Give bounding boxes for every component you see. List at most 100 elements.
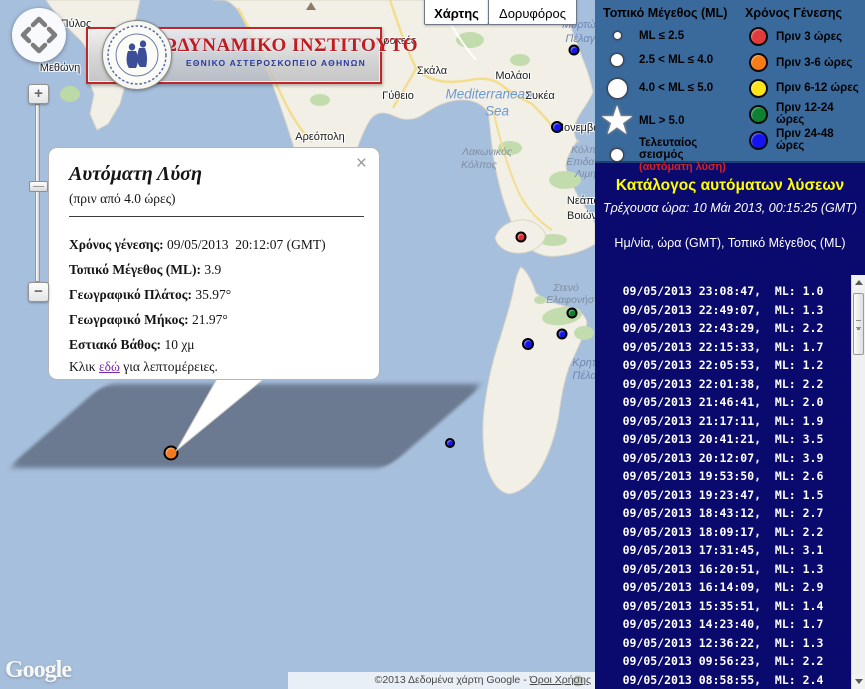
popup-field: Τοπικό Μέγεθος (ML): 3.9 [69,262,222,277]
quake-marker[interactable] [522,338,534,350]
quake-marker[interactable] [445,438,455,448]
quake-marker[interactable] [163,445,179,461]
mountain-peak-icon [306,2,316,10]
legend-time-row: Πριν 12-24 ώρες [741,101,865,127]
sidebar: Τοπικό Μέγεθος (ML) ML ≤ 2.5 2.5 < ML ≤ 4… [595,0,865,689]
quake-marker[interactable] [551,121,563,133]
catalog-title: Κατάλογος αυτόματων λύσεων [615,177,845,194]
popup-divider [69,216,364,217]
map-label: Αρεόπολη [295,131,345,143]
legend-symbol-cell [595,148,639,162]
catalog-row[interactable]: 09/05/2013 22:01:38, ML: 2.2 [622,376,824,391]
catalog-row[interactable]: 09/05/2013 18:43:12, ML: 2.7 [622,506,824,520]
legend-symbol-cell [595,77,639,99]
catalog-row[interactable]: 09/05/2013 12:36:22, ML: 1.3 [622,635,824,650]
legend-time-label: Πριν 3-6 ώρες [776,56,853,69]
map-label: Γύθειο [382,90,414,102]
markers-layer [163,44,584,687]
map-label: Κροκεές [375,35,417,47]
time-color-dot-icon [749,53,768,73]
map-label: Κόλπος [461,159,497,171]
map-label: Μεθώνη [39,62,81,74]
map-label: Στενό [553,282,579,294]
catalog-row[interactable]: 09/05/2013 14:23:40, ML: 1.7 [622,617,824,631]
quake-marker[interactable] [566,307,578,319]
catalog-row[interactable]: 09/05/2013 16:14:09, ML: 2.9 [622,580,824,594]
map-label: Πύλος [60,18,92,30]
attribution-text: ©2013 Δεδομένα χάρτη Google - [374,674,530,686]
zoom-in-button[interactable]: + [28,84,49,104]
time-color-dot-icon [749,27,768,47]
legend-time-header: Χρόνος Γένεσης [745,6,842,20]
catalog-row[interactable]: 09/05/2013 15:35:51, ML: 1.4 [622,598,824,613]
catalog-column-header: Ημ/νία, ώρα (GMT), Τοπικό Μέγεθος (ML) [614,236,846,250]
map-label: Νεάπολη [566,195,595,207]
scroll-down-icon[interactable] [852,674,865,689]
legend-magnitude-row: ★ ML > 5.0 [595,98,741,143]
legend-magnitude-label: 2.5 < ML ≤ 4.0 [639,54,714,66]
map-label: Σκάλα [416,65,448,77]
zoom-slider-thumb[interactable] [29,181,48,192]
google-logo[interactable]: Google [5,657,72,683]
popup-field: Χρόνος γένεσης: 09/05/2013 20:12:07 (GMT… [69,237,326,252]
map-pan-control[interactable] [12,8,66,62]
catalog-row[interactable]: 09/05/2013 19:53:50, ML: 2.6 [622,469,824,483]
catalog-row[interactable]: 09/05/2013 18:09:17, ML: 2.2 [622,524,824,539]
star-icon: ★ [599,98,635,143]
magnitude-circle-icon [610,148,624,162]
map-labels-layer: Πύλος Μεθώνη Κροκεές Σκάλα Μολάοι Γύθειο Medit… [39,18,595,382]
zoom-out-button[interactable]: − [28,282,49,302]
catalog-row[interactable]: 09/05/2013 20:12:07, ML: 3.9 [622,450,824,465]
map-label: Ελαφονήσου [546,294,595,306]
zoom-slider-track[interactable] [35,104,40,282]
pan-down-icon [30,42,48,54]
catalog-row[interactable]: 09/05/2013 08:58:55, ML: 2.4 [622,672,824,687]
legend-panel: Τοπικό Μέγεθος (ML) ML ≤ 2.5 2.5 < ML ≤ 4… [595,0,865,173]
catalog-row[interactable]: 09/05/2013 21:46:41, ML: 2.0 [622,395,824,409]
catalog-row[interactable]: 09/05/2013 21:17:11, ML: 1.9 [622,413,824,428]
catalog-row[interactable]: 09/05/2013 17:31:45, ML: 3.1 [622,543,824,557]
close-icon[interactable]: × [355,153,367,174]
catalog-row[interactable]: 09/05/2013 20:41:21, ML: 3.5 [622,432,824,446]
legend-magnitude-row: ML ≤ 2.5 [595,24,741,47]
quake-marker[interactable] [568,44,580,56]
popup-link-line: Κλικ εδώ για λεπτομέρειες. [69,359,379,375]
catalog-row[interactable]: 09/05/2013 22:43:29, ML: 2.2 [622,321,824,335]
scroll-up-icon[interactable] [852,275,865,290]
map-label: Κρητικό [572,357,595,369]
details-link[interactable]: εδώ [98,359,120,374]
legend-magnitude-rows: ML ≤ 2.5 2.5 < ML ≤ 4.0 4.0 < ML ≤ 5.0 ★ ML … [595,24,741,174]
map-label: Λακωνικός [462,146,512,158]
catalog-scrollbar[interactable] [851,275,865,689]
catalog-row[interactable]: 09/05/2013 16:20:51, ML: 1.3 [622,561,824,576]
popup-field: Γεωγραφικό Μήκος: 21.97° [69,312,228,327]
catalog-row[interactable]: 09/05/2013 22:15:33, ML: 1.7 [622,339,824,354]
magnitude-circle-icon [610,53,624,67]
map-canvas[interactable]: Πύλος Μεθώνη Κροκεές Σκάλα Μολάοι Γύθειο Medit… [0,0,595,689]
quake-marker[interactable] [515,231,527,243]
legend-time-row: Πριν 3-6 ώρες [741,50,865,76]
catalog-row[interactable]: 09/05/2013 19:23:47, ML: 1.5 [622,487,824,502]
popup-field: Γεωγραφικό Πλάτος: 35.97° [69,287,232,302]
terms-link[interactable]: Όροι Χρήσης [529,674,591,686]
map-type-map-button[interactable]: Χάρτης [424,0,489,25]
catalog-row[interactable]: 09/05/2013 23:08:47, ML: 1.0 [622,284,824,298]
map-label: Πέλαγος [572,370,595,382]
legend-magnitude-row: 4.0 < ML ≤ 5.0 [595,73,741,103]
popup-link-post: για λεπτομέρειες. [119,359,218,374]
map-attribution: ©2013 Δεδομένα χάρτη Google - Όροι Χρήση… [288,672,595,689]
catalog-row[interactable]: 09/05/2013 22:05:53, ML: 1.2 [622,358,824,372]
time-color-dot-icon [749,130,768,150]
quake-marker[interactable] [556,328,568,340]
pan-right-icon [46,26,58,44]
pan-left-icon [20,26,32,44]
map-type-buttons: Χάρτης Δορυφόρος [424,0,577,25]
map-type-satellite-button[interactable]: Δορυφόρος [488,0,577,25]
catalog-row[interactable]: 09/05/2013 09:56:23, ML: 2.2 [622,654,824,668]
map-label: Mediterranean [445,86,533,102]
legend-time-label: Πριν 3 ώρες [776,30,843,43]
scrollbar-thumb[interactable] [853,293,864,355]
legend-time-label: Πριν 24-48 ώρες [776,128,834,153]
map-label: Μονεμβασία [554,122,595,134]
catalog-row[interactable]: 09/05/2013 22:49:07, ML: 1.3 [622,302,824,317]
